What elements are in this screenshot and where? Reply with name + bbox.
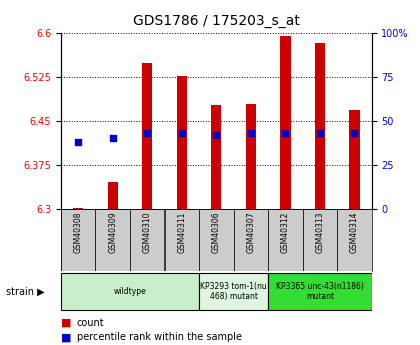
Bar	[130, 209, 165, 271]
Point	[213, 132, 220, 138]
Title: GDS1786 / 175203_s_at: GDS1786 / 175203_s_at	[133, 13, 300, 28]
Text: ■: ■	[61, 318, 71, 327]
Text: GSM40310: GSM40310	[143, 212, 152, 253]
Point	[178, 130, 185, 136]
Bar	[268, 273, 372, 310]
Text: GSM40312: GSM40312	[281, 212, 290, 253]
Text: wildtype: wildtype	[113, 287, 146, 296]
Bar	[199, 209, 234, 271]
Point	[109, 136, 116, 141]
Text: ■: ■	[61, 333, 71, 342]
Point	[351, 130, 358, 136]
Bar	[246, 104, 256, 209]
Point	[247, 130, 254, 136]
Bar	[108, 182, 118, 209]
Text: GSM40309: GSM40309	[108, 212, 117, 254]
Text: count: count	[77, 318, 105, 327]
Bar	[95, 209, 130, 271]
Text: GSM40314: GSM40314	[350, 212, 359, 253]
Bar	[315, 43, 325, 209]
Text: GSM40308: GSM40308	[74, 212, 83, 253]
Text: GSM40311: GSM40311	[177, 212, 186, 253]
Bar	[349, 110, 360, 209]
Point	[75, 139, 81, 145]
Text: KP3293 tom-1(nu
468) mutant: KP3293 tom-1(nu 468) mutant	[200, 282, 267, 301]
Point	[317, 130, 323, 136]
Text: GSM40307: GSM40307	[247, 212, 255, 254]
Text: strain ▶: strain ▶	[6, 287, 45, 296]
Point	[144, 130, 151, 136]
Bar	[303, 209, 337, 271]
Bar	[337, 209, 372, 271]
Text: KP3365 unc-43(n1186)
mutant: KP3365 unc-43(n1186) mutant	[276, 282, 364, 301]
Bar	[142, 63, 152, 209]
Text: percentile rank within the sample: percentile rank within the sample	[77, 333, 242, 342]
Point	[282, 130, 289, 136]
Text: GSM40306: GSM40306	[212, 212, 221, 254]
Bar	[73, 208, 83, 209]
Bar	[268, 209, 303, 271]
Bar	[234, 209, 268, 271]
Bar	[165, 209, 199, 271]
Bar	[280, 36, 291, 209]
Bar	[61, 273, 199, 310]
Text: GSM40313: GSM40313	[315, 212, 324, 253]
Bar	[211, 105, 221, 209]
Bar	[199, 273, 268, 310]
Bar	[61, 209, 95, 271]
Bar	[176, 76, 187, 209]
